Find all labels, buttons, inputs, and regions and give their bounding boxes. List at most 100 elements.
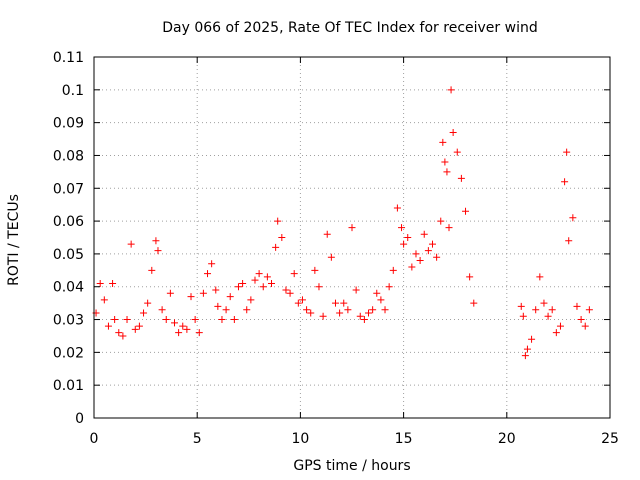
data-point bbox=[140, 309, 148, 317]
data-point bbox=[268, 279, 276, 287]
data-point bbox=[528, 335, 536, 343]
data-point bbox=[327, 253, 335, 261]
data-point bbox=[230, 316, 238, 324]
data-point bbox=[148, 266, 156, 274]
data-point bbox=[536, 273, 544, 281]
data-point bbox=[222, 306, 230, 314]
data-point bbox=[243, 306, 251, 314]
data-point bbox=[158, 306, 166, 314]
data-point bbox=[565, 237, 573, 245]
data-point bbox=[385, 283, 393, 291]
data-point bbox=[307, 309, 315, 317]
data-point bbox=[447, 86, 455, 94]
data-point bbox=[247, 296, 255, 304]
data-point bbox=[104, 322, 112, 330]
data-point bbox=[540, 299, 548, 307]
data-point bbox=[127, 240, 135, 248]
data-point bbox=[239, 279, 247, 287]
data-point bbox=[294, 299, 302, 307]
data-point bbox=[218, 316, 226, 324]
data-point bbox=[298, 296, 306, 304]
data-point bbox=[111, 316, 119, 324]
data-point bbox=[344, 306, 352, 314]
data-point bbox=[519, 312, 527, 320]
data-point bbox=[234, 283, 242, 291]
data-point bbox=[521, 352, 529, 360]
data-point bbox=[449, 128, 457, 136]
data-point bbox=[199, 289, 207, 297]
data-point bbox=[251, 276, 259, 284]
data-point bbox=[259, 283, 267, 291]
data-point bbox=[175, 329, 183, 337]
data-point bbox=[585, 306, 593, 314]
data-point bbox=[532, 306, 540, 314]
data-point bbox=[544, 312, 552, 320]
data-point bbox=[369, 306, 377, 314]
data-point bbox=[404, 234, 412, 241]
y-tick-label: 0.02 bbox=[53, 345, 84, 361]
data-point bbox=[581, 322, 589, 330]
data-point bbox=[166, 289, 174, 297]
data-point bbox=[336, 309, 344, 317]
data-point bbox=[100, 296, 108, 304]
data-point bbox=[179, 322, 187, 330]
data-point bbox=[352, 286, 360, 294]
data-point bbox=[272, 243, 280, 251]
y-tick-label: 0.09 bbox=[53, 116, 84, 132]
data-points bbox=[92, 86, 593, 360]
x-tick-label: 5 bbox=[193, 431, 202, 447]
x-tick-label: 25 bbox=[601, 431, 619, 447]
grid-lines bbox=[94, 57, 610, 418]
data-point bbox=[319, 312, 327, 320]
data-point bbox=[152, 237, 160, 245]
data-point bbox=[377, 296, 385, 304]
data-point bbox=[311, 266, 319, 274]
data-point bbox=[109, 279, 117, 287]
data-point bbox=[214, 302, 222, 310]
data-point bbox=[162, 316, 170, 324]
data-point bbox=[356, 312, 364, 320]
plot-frame bbox=[93, 56, 611, 419]
data-point bbox=[457, 174, 465, 182]
data-point bbox=[439, 138, 447, 146]
x-tick-label: 10 bbox=[291, 431, 309, 447]
data-point bbox=[577, 316, 585, 324]
data-point bbox=[331, 299, 339, 307]
data-point bbox=[424, 247, 432, 255]
y-tick-label: 0.06 bbox=[53, 214, 84, 230]
data-point bbox=[303, 306, 311, 314]
data-point bbox=[183, 325, 191, 333]
x-tick-label: 15 bbox=[395, 431, 413, 447]
data-point bbox=[412, 250, 420, 258]
data-point bbox=[517, 302, 525, 310]
data-point bbox=[170, 319, 178, 327]
data-point bbox=[398, 224, 406, 232]
data-point bbox=[315, 283, 323, 291]
data-point bbox=[135, 322, 143, 330]
data-point bbox=[393, 204, 401, 212]
axis-ticks: 0 5 10 15 20 25 0 0.01 0.02 0.03 0.04 0.05 0.06 0.07 0… bbox=[53, 50, 619, 447]
data-point bbox=[96, 279, 104, 287]
data-point bbox=[154, 247, 162, 255]
data-point bbox=[441, 158, 449, 166]
y-tick-label: 0.05 bbox=[53, 247, 84, 263]
data-point bbox=[115, 329, 123, 337]
y-tick-label: 0.1 bbox=[62, 83, 84, 99]
data-point bbox=[573, 302, 581, 310]
data-point bbox=[360, 316, 368, 324]
y-tick-label: 0.08 bbox=[53, 148, 84, 164]
data-point bbox=[123, 316, 131, 324]
y-tick-label: 0.07 bbox=[53, 181, 84, 197]
data-point bbox=[204, 270, 212, 278]
data-point bbox=[433, 253, 441, 261]
data-point bbox=[569, 214, 577, 222]
y-tick-label: 0.04 bbox=[53, 280, 84, 296]
data-point bbox=[144, 299, 152, 307]
data-point bbox=[195, 329, 203, 337]
data-point bbox=[212, 286, 220, 294]
data-point bbox=[556, 322, 564, 330]
data-point bbox=[389, 266, 397, 274]
data-point bbox=[226, 293, 234, 301]
data-point bbox=[462, 207, 470, 215]
